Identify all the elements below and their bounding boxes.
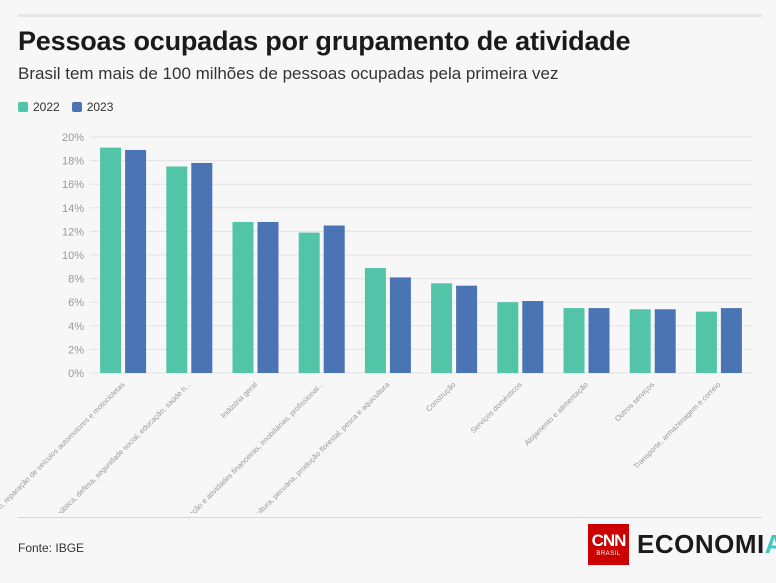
bar-2023 [191, 162, 213, 373]
source-note: Fonte: IBGE [18, 541, 85, 555]
cnn-economia-logo: CNN BRASIL ECONOMIA [588, 524, 776, 565]
y-tick-label: 2% [68, 344, 84, 356]
x-tick-label: Outros serviços [613, 380, 656, 423]
chart-legend: 2022 2023 [18, 100, 125, 114]
y-tick-label: 10% [62, 250, 84, 262]
legend-swatch-2022 [18, 102, 28, 112]
y-tick-label: 14% [62, 203, 84, 215]
bar-2022 [695, 311, 717, 373]
x-tick-label: Indústria geral [219, 380, 259, 420]
bar-2022 [298, 232, 320, 373]
y-tick-label: 12% [62, 226, 84, 238]
bar-2022 [364, 267, 386, 373]
bar-2023 [389, 277, 411, 373]
y-tick-label: 16% [62, 179, 84, 191]
y-tick-label: 4% [68, 321, 84, 333]
y-tick-label: 18% [62, 156, 84, 168]
bar-2022 [232, 221, 254, 373]
top-divider [18, 14, 762, 17]
bar-2023 [720, 308, 742, 373]
bar-2023 [654, 309, 676, 373]
economia-wordmark-accent: A [764, 529, 776, 559]
legend-label-2022: 2022 [33, 100, 60, 114]
y-tick-label: 20% [62, 132, 84, 144]
legend-swatch-2023 [71, 102, 82, 112]
legend-item-2022[interactable]: 2022 [18, 100, 60, 114]
legend-item-2023[interactable]: 2023 [71, 100, 114, 114]
x-tick-label: Serviços domésticos [469, 380, 524, 435]
bar-2023 [323, 225, 345, 373]
bar-2022 [100, 147, 122, 373]
bar-2023 [257, 221, 279, 373]
bar-2022 [629, 309, 651, 373]
bar-chart: 0% 2% 4% 6% 8% 10% 12% 14% 16% 18% 20% Comércio, re… [0, 132, 752, 513]
bar-2023 [125, 149, 147, 373]
y-tick-label: 0% [68, 368, 84, 380]
economia-wordmark-main: ECONOMI [637, 529, 765, 559]
x-tick-label: Comércio, reparação de veículos automoto… [0, 380, 127, 513]
bottom-divider [18, 517, 762, 518]
x-tick-label: Construção [424, 380, 457, 413]
x-tick-label: Alojamento e alimentação [523, 380, 590, 447]
bar-2022 [431, 283, 453, 373]
bar-2023 [522, 301, 544, 373]
chart-subtitle: Brasil tem mais de 100 milhões de pessoa… [18, 64, 559, 83]
bar-2022 [497, 302, 519, 373]
cnn-brasil-logo: CNN BRASIL [588, 524, 629, 565]
y-tick-label: 6% [68, 297, 84, 309]
chart-title: Pessoas ocupadas por grupamento de ativi… [18, 26, 631, 56]
economia-wordmark: ECONOMIA [637, 529, 776, 560]
y-tick-label: 8% [68, 274, 84, 286]
bar-2023 [456, 285, 478, 373]
bar-2022 [166, 166, 188, 373]
cnn-logo-text: CNN [591, 531, 627, 550]
cnn-logo-subtext: BRASIL [596, 551, 621, 557]
bar-2022 [563, 308, 585, 373]
bar-2023 [588, 308, 610, 373]
legend-label-2023: 2023 [86, 100, 114, 114]
